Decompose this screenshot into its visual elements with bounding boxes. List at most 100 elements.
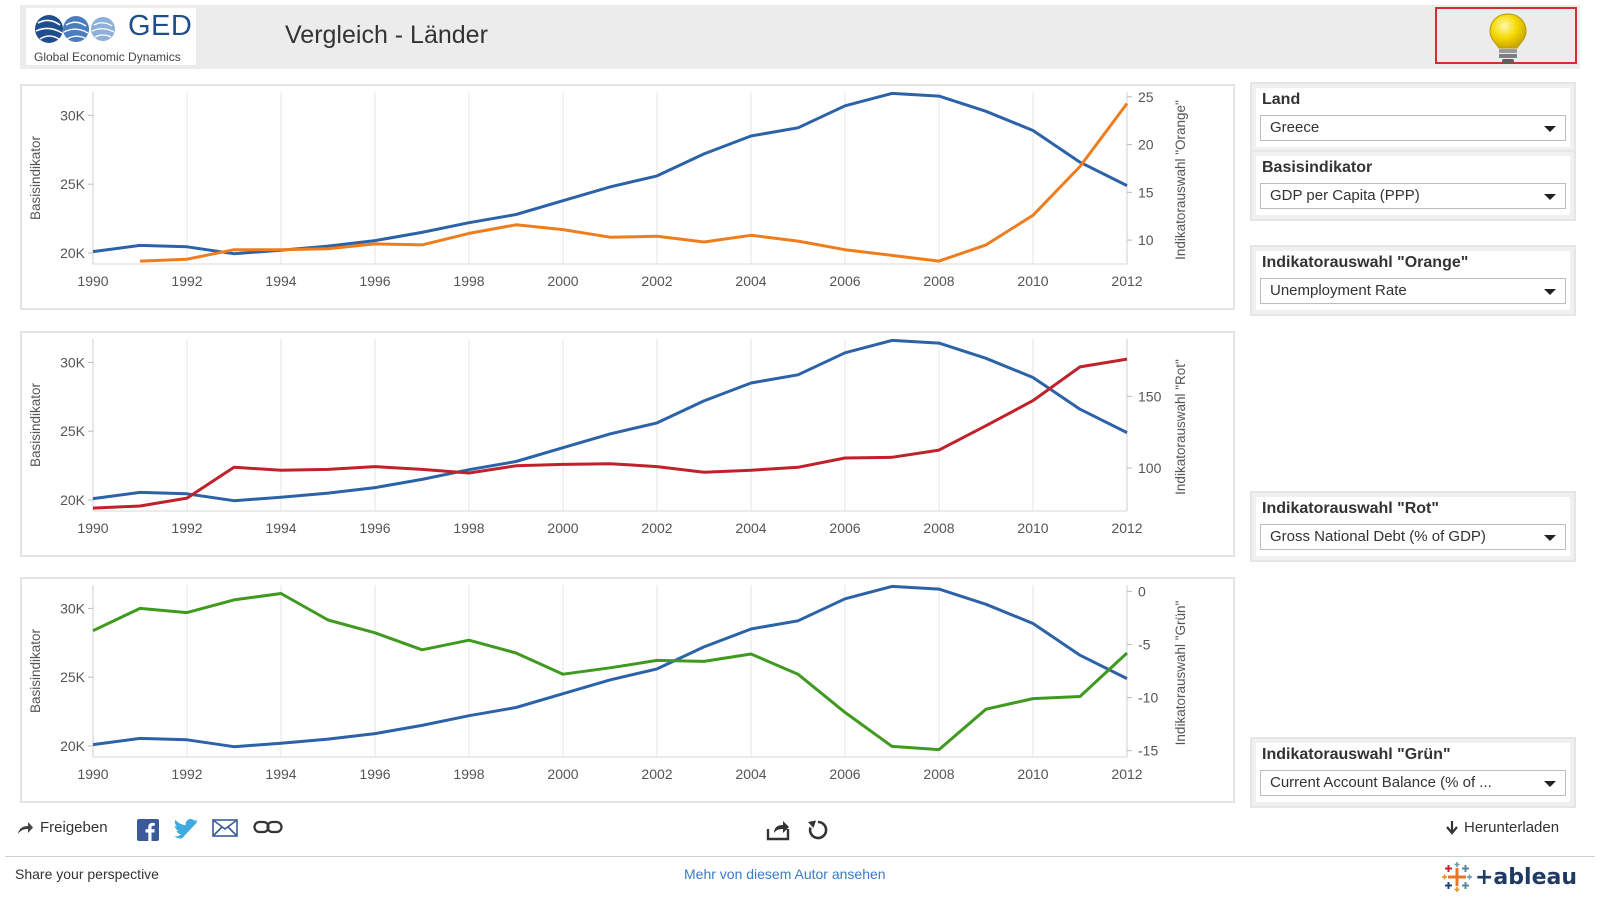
footer-divider [5,856,1595,857]
page-title: Vergleich - Länder [285,21,488,49]
more-from-author-link[interactable]: Mehr von diesem Autor ansehen [684,866,886,882]
x-tick-label: 2012 [1111,520,1142,536]
chevron-down-icon [1544,289,1556,295]
x-tick-label: 2006 [829,766,860,782]
dashboard-header: GED Global Economic Dynamics Vergleich -… [20,5,1580,69]
chevron-down-icon [1544,781,1556,787]
logo-subtitle: Global Economic Dynamics [34,50,181,64]
tableau-cross-icon [1442,862,1472,892]
chart-rot: 20K 25K 30K 100 150 1990 1992 1994 1996 1998 2000 2… [28,338,1188,536]
left-tick-label: 20K [60,738,86,754]
orange-filter: Indikatorauswahl "Orange" Unemployment R… [1250,245,1576,316]
basisindikator-select[interactable]: GDP per Capita (PPP) [1260,183,1566,209]
basisindikator-filter: Basisindikator GDP per Capita (PPP) [1250,150,1576,221]
ged-logo[interactable]: GED Global Economic Dynamics [26,8,196,65]
left-axis-title: Basisindikator [28,382,43,467]
share-button[interactable]: Freigeben [16,819,108,836]
chart-panel-orange: 20K 25K 30K 10 15 20 25 1990 1992 1994 1996 1998 200… [20,84,1235,310]
chevron-down-icon [1544,126,1556,132]
orange-select[interactable]: Unemployment Rate [1260,278,1566,304]
left-tick-label: 20K [60,492,86,508]
x-tick-label: 1992 [171,520,202,536]
left-tick-label: 30K [60,107,86,123]
x-tick-label: 1998 [453,273,484,289]
x-tick-label: 1990 [77,273,108,289]
email-button[interactable] [212,819,238,837]
x-tick-label: 1992 [171,273,202,289]
right-tick-label: 100 [1138,460,1162,476]
left-axis-title: Basisindikator [28,135,43,220]
link-button[interactable] [253,819,283,835]
download-arrow-icon [1446,820,1458,835]
facebook-button[interactable] [137,819,159,841]
series-line-base[interactable] [92,91,1128,256]
gruen-filter: Indikatorauswahl "Grün" Current Account … [1250,737,1576,808]
twitter-button[interactable] [174,819,200,839]
logo-text: GED [128,10,193,42]
gruen-value: Current Account Balance (% of ... [1270,774,1492,791]
lightbulb-icon [1489,13,1527,63]
x-tick-label: 2002 [641,520,672,536]
chart-panel-gruen: 20K 25K 30K 0 -5 -10 -15 1990 1992 1994 1996 1998 20… [20,577,1235,803]
left-tick-label: 20K [60,245,86,261]
rot-label: Indikatorauswahl "Rot" [1262,500,1439,517]
series-line-base[interactable] [92,584,1128,749]
download-label: Herunterladen [1464,819,1560,836]
download-button[interactable]: Herunterladen [1446,819,1559,836]
left-tick-label: 25K [60,423,86,439]
chevron-down-icon [1544,535,1556,541]
twitter-icon [174,819,198,839]
x-tick-label: 2004 [735,766,766,782]
link-icon [253,820,283,834]
globe-icons [35,15,115,43]
export-button[interactable] [766,819,790,841]
orange-label: Indikatorauswahl "Orange" [1262,254,1469,271]
left-tick-label: 25K [60,669,86,685]
rot-value: Gross National Debt (% of GDP) [1270,528,1486,545]
series-line-green[interactable] [92,592,1129,752]
x-tick-label: 1996 [359,520,390,536]
basisindikator-label: Basisindikator [1262,159,1373,176]
x-tick-label: 2010 [1017,273,1048,289]
revert-button[interactable] [807,819,829,841]
series-line-red[interactable] [92,357,1128,510]
basisindikator-value: GDP per Capita (PPP) [1270,187,1420,204]
tableau-logo[interactable]: +ableau [1442,862,1577,892]
x-tick-label: 2000 [547,766,578,782]
x-tick-label: 1996 [359,273,390,289]
x-tick-label: 2012 [1111,273,1142,289]
right-tick-label: 15 [1138,184,1154,200]
left-tick-label: 25K [60,176,86,192]
hint-button[interactable] [1435,7,1577,64]
chart-orange: 20K 25K 30K 10 15 20 25 1990 1992 1994 1996 1998 200… [28,89,1188,289]
export-icon [766,821,790,841]
x-tick-label: 2004 [735,520,766,536]
land-select[interactable]: Greece [1260,115,1566,141]
toolbar: Freigeben [0,815,1600,847]
series-line-base[interactable] [92,338,1128,503]
left-axis-title: Basisindikator [28,628,43,713]
land-label: Land [1262,91,1301,108]
tableau-wordmark: +ableau [1475,864,1577,890]
left-tick-label: 30K [60,600,86,616]
rot-select[interactable]: Gross National Debt (% of GDP) [1260,524,1566,550]
x-tick-label: 2010 [1017,766,1048,782]
gruen-label: Indikatorauswahl "Grün" [1262,746,1451,763]
left-tick-label: 30K [60,354,86,370]
right-tick-label: -5 [1138,636,1151,652]
x-tick-label: 1992 [171,766,202,782]
x-tick-label: 1994 [265,273,296,289]
x-tick-label: 1998 [453,766,484,782]
share-perspective-text: Share your perspective [15,866,159,882]
right-axis-title: Indikatorauswahl "Grün" [1173,600,1188,745]
x-tick-label: 1994 [265,520,296,536]
right-tick-label: -15 [1138,743,1158,759]
right-tick-label: 25 [1138,89,1154,105]
chart-panel-rot: 20K 25K 30K 100 150 1990 1992 1994 1996 1998 2000 2… [20,331,1235,557]
x-tick-label: 2002 [641,273,672,289]
series-line-orange[interactable] [139,102,1129,263]
right-axis-title: Indikatorauswahl "Rot" [1173,359,1188,495]
gruen-select[interactable]: Current Account Balance (% of ... [1260,770,1566,796]
right-tick-label: 10 [1138,232,1154,248]
x-tick-label: 2012 [1111,766,1142,782]
